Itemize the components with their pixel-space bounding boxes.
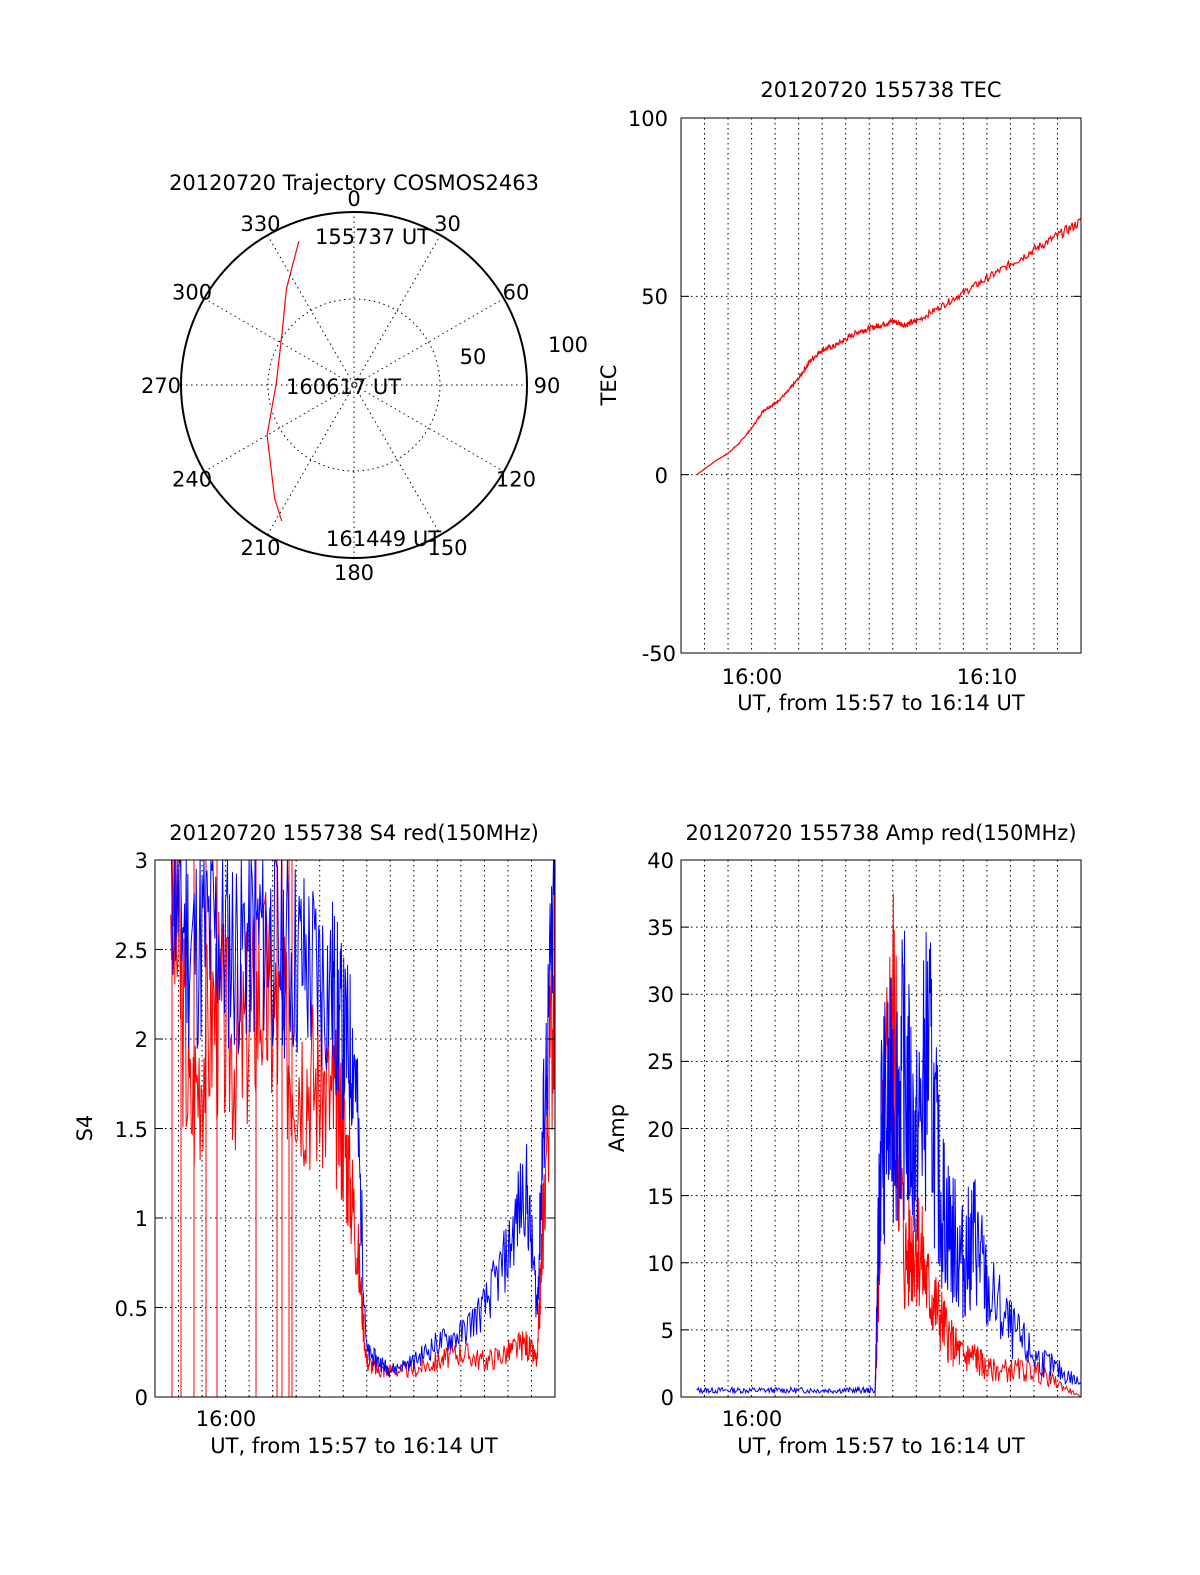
tec-series-line: [696, 218, 1082, 476]
polar-azimuth-label: 270: [141, 374, 181, 398]
polar-azimuth-label: 210: [240, 536, 280, 560]
amp-ytick-15: 15: [647, 1185, 674, 1209]
tec-title: 20120720 155738 TEC: [760, 78, 1001, 102]
tec-ticks: [681, 117, 1081, 654]
trajectory-mid-time: 160617 UT: [286, 375, 401, 399]
polar-azimuth-label: 180: [334, 561, 374, 585]
tec-grid: [681, 118, 1081, 653]
s4-ytick-2-5: 2.5: [115, 939, 148, 963]
s4-ytick-0-5: 0.5: [115, 1297, 148, 1321]
amp-ytick-20: 20: [647, 1118, 674, 1142]
s4-ticks: [155, 859, 555, 1398]
amp-ytick-35: 35: [647, 916, 674, 940]
polar-radial-label-100: 100: [548, 333, 588, 357]
polar-inner-circle: [267, 298, 441, 472]
trajectory-panel: 20120720 Trajectory COSMOS2463 0 30 60 90 12…: [141, 171, 588, 585]
tec-xtick-1600: 16:00: [722, 665, 783, 689]
polar-azimuth-label: 120: [496, 468, 536, 492]
tec-plot-frame: [680, 117, 1082, 654]
amp-xlabel: UT, from 15:57 to 16:14 UT: [737, 1434, 1025, 1458]
s4-title: 20120720 155738 S4 red(150MHz): [169, 821, 539, 845]
s4-ylabel: S4: [73, 1115, 97, 1142]
polar-azimuth-label: 330: [240, 212, 280, 236]
amp-ytick-30: 30: [647, 983, 674, 1007]
s4-red-series-line: [170, 859, 556, 1379]
polar-azimuth-label: 60: [503, 281, 530, 305]
tec-xtick-1610: 16:10: [957, 665, 1018, 689]
amp-blue-series-line: [696, 930, 1082, 1395]
tec-panel: 20120720 155738 TEC 100 50 0 -50 16:00 1…: [597, 78, 1082, 715]
s4-xlabel: UT, from 15:57 to 16:14 UT: [210, 1434, 498, 1458]
amp-ytick-25: 25: [647, 1050, 674, 1074]
polar-azimuth-label: 150: [427, 536, 467, 560]
s4-grid: [155, 860, 555, 1397]
amp-ytick-5: 5: [661, 1319, 674, 1343]
s4-panel: 20120720 155738 S4 red(150MHz) 3 2.5 2 1…: [73, 821, 556, 1458]
s4-ytick-0: 0: [135, 1386, 148, 1410]
s4-ytick-3: 3: [135, 849, 148, 873]
amp-xtick-1600: 16:00: [722, 1407, 783, 1431]
polar-azimuth-label: 300: [172, 281, 212, 305]
polar-azimuth-label: 240: [172, 468, 212, 492]
polar-azimuth-labels: 0 30 60 90 120 150 180 210 240 270 300 330: [141, 187, 560, 585]
tec-ylabel: TEC: [597, 365, 621, 407]
s4-xtick-1600: 16:00: [196, 1407, 257, 1431]
amp-panel: 20120720 155738 Amp red(150MHz) 40 35 30…: [605, 821, 1082, 1458]
tec-xlabel: UT, from 15:57 to 16:14 UT: [737, 691, 1025, 715]
polar-radial-label-50: 50: [460, 345, 487, 369]
polar-azimuth-label: 0: [347, 187, 360, 211]
trajectory-start-time: 155737 UT: [315, 225, 430, 249]
s4-ytick-1: 1: [135, 1207, 148, 1231]
tec-ytick-minus50: -50: [642, 642, 676, 666]
trajectory-end-time: 161449 UT: [326, 527, 441, 551]
amp-ticks: [681, 859, 1081, 1398]
trajectory-title: 20120720 Trajectory COSMOS2463: [169, 171, 539, 195]
amp-title: 20120720 155738 Amp red(150MHz): [685, 821, 1076, 845]
amp-ylabel: Amp: [605, 1104, 629, 1152]
tec-ytick-0: 0: [655, 464, 668, 488]
amp-ytick-10: 10: [647, 1252, 674, 1276]
amp-ytick-40: 40: [647, 849, 674, 873]
tec-ytick-50: 50: [641, 285, 668, 309]
trajectory-path: [266, 241, 300, 522]
tec-ytick-100: 100: [628, 107, 668, 131]
s4-ytick-2: 2: [135, 1028, 148, 1052]
polar-azimuth-label: 30: [434, 212, 461, 236]
amp-ytick-0: 0: [661, 1386, 674, 1410]
s4-ytick-1-5: 1.5: [115, 1118, 148, 1142]
polar-azimuth-label: 90: [534, 374, 561, 398]
